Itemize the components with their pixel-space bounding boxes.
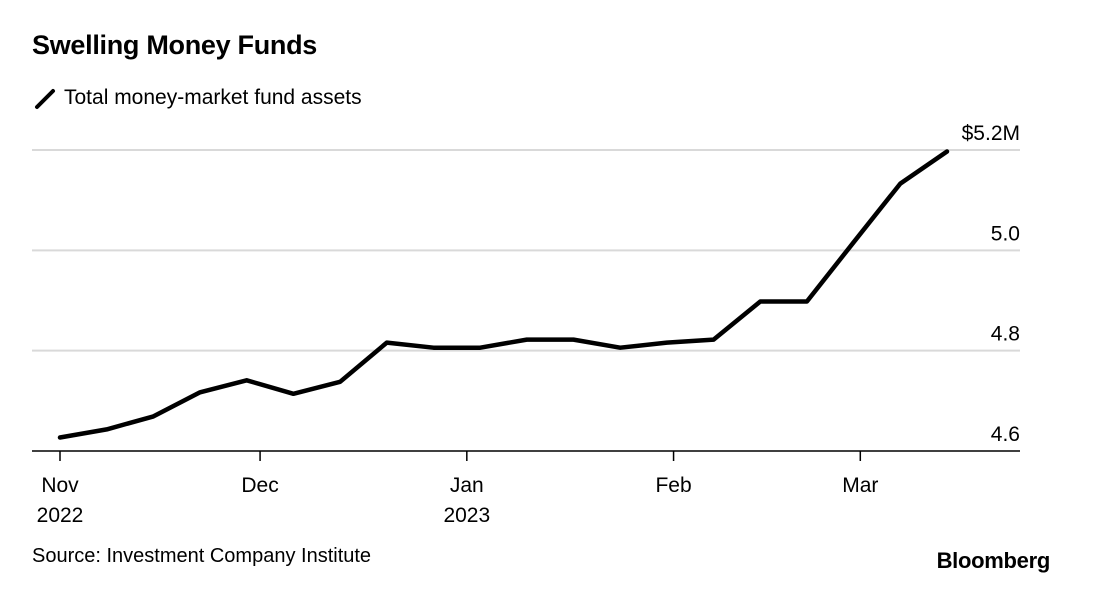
y-tick-label: 4.6	[991, 423, 1020, 446]
x-tick-label: Mar	[842, 474, 878, 497]
source-note: Source: Investment Company Institute	[32, 545, 372, 567]
x-tick-label: Dec	[241, 474, 278, 497]
x-tick-label: Nov	[41, 474, 79, 497]
y-tick-label: 4.8	[991, 323, 1020, 346]
y-tick-label: 5.0	[991, 222, 1020, 245]
chart-title: Swelling Money Funds	[32, 30, 318, 60]
y-tick-label: $5.2M	[962, 122, 1020, 145]
series-group	[57, 149, 950, 440]
bloomberg-logo: Bloomberg	[936, 548, 1051, 573]
x-tick-label: Feb	[655, 474, 691, 497]
legend-label: Total money-market fund assets	[64, 86, 362, 109]
gridlines	[32, 149, 1020, 352]
x-tick-label: Jan	[450, 474, 484, 497]
series-line	[57, 149, 950, 440]
x-tick-sublabel: 2023	[443, 504, 490, 527]
x-tick-sublabel: 2022	[37, 504, 84, 527]
x-axis: Nov 2022 Dec Jan 2023 Feb Mar	[32, 450, 1020, 527]
legend-line-icon	[35, 89, 55, 109]
y-tick-labels: 4.6 4.8 5.0 $5.2M	[962, 122, 1020, 446]
legend: Total money-market fund assets	[32, 85, 362, 111]
